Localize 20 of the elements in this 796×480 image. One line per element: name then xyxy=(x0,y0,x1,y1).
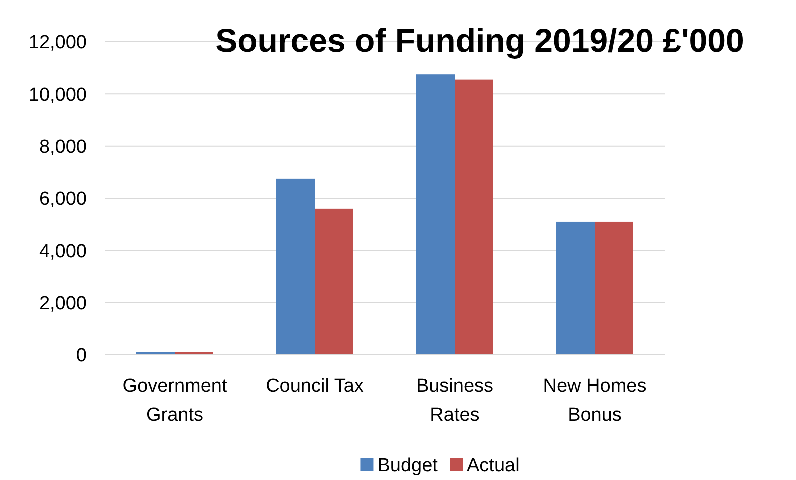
y-tick-label: 12,000 xyxy=(28,32,87,54)
legend-label: Actual xyxy=(467,456,520,477)
legend-label: Budget xyxy=(378,456,439,477)
x-tick-label: New Homes Bonus xyxy=(543,376,647,426)
y-tick-label: 2,000 xyxy=(39,293,87,314)
y-tick-label: 10,000 xyxy=(28,84,87,106)
x-tick-label: Business Rates xyxy=(416,376,494,426)
y-tick-label: 6,000 xyxy=(39,189,87,210)
x-tick-label: Council Tax xyxy=(266,376,364,397)
y-tick-label: 8,000 xyxy=(39,136,87,158)
y-tick-label: 0 xyxy=(76,346,87,367)
bar xyxy=(416,74,455,355)
y-tick-label: 4,000 xyxy=(39,241,87,262)
bar xyxy=(595,222,634,355)
bar xyxy=(315,208,354,355)
bar xyxy=(455,80,494,355)
x-tick-label: Government Grants xyxy=(122,376,228,426)
bar xyxy=(276,178,315,355)
bar xyxy=(556,222,595,355)
chart-title: Sources of Funding 2019/20 £'000 xyxy=(216,22,744,59)
